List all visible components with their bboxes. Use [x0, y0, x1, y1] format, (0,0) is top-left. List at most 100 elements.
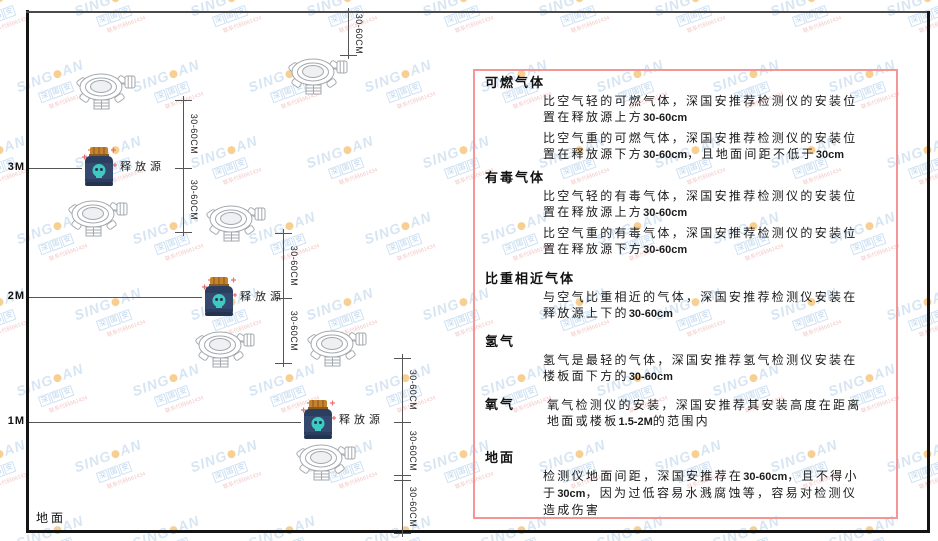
gas-section-paragraph: 比空气轻的有毒气体，深国安推荐检测仪的安装位置在释放源上方30-60cm [543, 189, 858, 219]
brand-dot-icon [342, 296, 353, 307]
height-level-line [29, 422, 301, 423]
brand-dot-icon [458, 0, 469, 3]
dimension-label: 30-60CM [354, 13, 364, 54]
dimension-label: 30-60CM [189, 113, 199, 155]
dimension-tick [175, 100, 192, 101]
brand-dot-icon [458, 448, 469, 459]
sparkle-icon [301, 400, 336, 420]
gas-section: 比重相近气体与空气比重相近的气体，深国安推荐检测仪安装在释放源上下的30-60c… [481, 271, 888, 322]
brand-dot-icon [400, 220, 411, 231]
release-source [80, 146, 118, 193]
gas-section-heading: 氧气 [485, 397, 516, 412]
brand-dot-icon [52, 220, 63, 231]
brand-dot-icon [52, 372, 63, 383]
gas-section-heading: 氢气 [485, 334, 516, 349]
brand-dot-icon [284, 372, 295, 383]
brand-dot-icon [690, 0, 701, 3]
dimension-label: 30-60CM [289, 310, 299, 351]
release-source-icon [301, 400, 336, 439]
gas-section-heading: 比重相近气体 [485, 271, 576, 286]
brand-dot-icon [110, 448, 121, 459]
left-wall-line [26, 10, 29, 533]
brand-dot-icon [400, 68, 411, 79]
gas-section: 氧气 氧气检测仪的安装，深国安推荐其安装高度在距离地面或楼板1.5-2M的范围内 [481, 397, 888, 434]
release-source-label: 释放源 [339, 414, 384, 426]
dimension-tick [394, 422, 411, 423]
gas-section-paragraph: 比空气轻的可燃气体，深国安推荐检测仪的安装位置在释放源上方30-60cm [543, 94, 858, 124]
dimension-label: 30-60CM [189, 179, 199, 221]
dimension-label: 30-60CM [408, 369, 418, 411]
gas-detector-icon [68, 200, 128, 237]
dimension-label: 30-60CM [408, 430, 418, 472]
right-wall-line [927, 11, 930, 533]
dimension-tick [394, 475, 411, 476]
ceiling-line [26, 11, 930, 13]
dimension-tick [275, 233, 292, 234]
brand-dot-icon [0, 448, 5, 459]
gas-detector [75, 71, 137, 116]
ground-label: 地面 [36, 511, 67, 525]
gas-section: 地面 检测仪地面间距，深国安推荐在30-60cm，且不得小于30cm，因为过低容易… [481, 450, 888, 518]
gas-detector-icon [76, 73, 136, 110]
dimension-tick [340, 55, 357, 56]
height-level-line [29, 168, 82, 169]
axis-label-2M: 2M [7, 290, 25, 302]
gas-section-paragraph: 比空气重的有毒气体，深国安推荐检测仪的安装位置在释放源下方30-60cm [543, 226, 858, 256]
gas-detector [205, 203, 267, 248]
gas-detector-icon [206, 205, 266, 242]
gas-detector-icon [296, 444, 356, 481]
release-source [200, 276, 238, 323]
brand-dot-icon [922, 0, 933, 3]
dimension-tick [175, 168, 192, 169]
ground-line [26, 530, 930, 533]
brand-dot-icon [226, 144, 237, 155]
release-source-icon [82, 147, 117, 186]
dimension-tick [175, 232, 192, 233]
brand-dot-icon [226, 0, 237, 3]
gas-section: 氢气 氢气是最轻的气体，深国安推荐氢气检测仪安装在楼板面下方的30-60cm [481, 334, 888, 385]
recommendation-panel: 可燃气体 比空气轻的可燃气体，深国安推荐检测仪的安装位置在释放源上方30-60cm… [473, 69, 898, 519]
brand-dot-icon [342, 0, 353, 3]
brand-dot-icon [574, 0, 585, 3]
dimension-tick [394, 358, 411, 359]
release-source-label: 释放源 [240, 291, 285, 303]
axis-label-1M: 1M [7, 415, 25, 427]
brand-dot-icon [0, 144, 5, 155]
brand-dot-icon [168, 68, 179, 79]
release-source [299, 399, 337, 446]
gas-section-paragraph: 与空气比重相近的气体，深国安推荐检测仪安装在释放源上下的30-60cm [543, 290, 858, 320]
axis-label-3M: 3M [7, 161, 25, 173]
brand-dot-icon [110, 0, 121, 3]
gas-detector-icon [195, 331, 255, 368]
brand-dot-icon [110, 296, 121, 307]
dimension-tick [394, 480, 411, 481]
dimension-label: 30-60CM [408, 486, 418, 527]
dimension-line [183, 96, 184, 236]
gas-detector [287, 56, 349, 101]
brand-dot-icon [458, 144, 469, 155]
gas-detector [67, 198, 129, 243]
gas-section-heading: 有毒气体 [485, 170, 546, 185]
dimension-line [348, 8, 349, 59]
dimension-line [402, 354, 403, 537]
gas-detector [295, 442, 357, 487]
brand-dot-icon [168, 372, 179, 383]
gas-section-paragraph: 比空气重的可燃气体，深国安推荐检测仪的安装位置在释放源下方30-60cm，且地面… [543, 131, 858, 161]
gas-detector [306, 328, 368, 373]
